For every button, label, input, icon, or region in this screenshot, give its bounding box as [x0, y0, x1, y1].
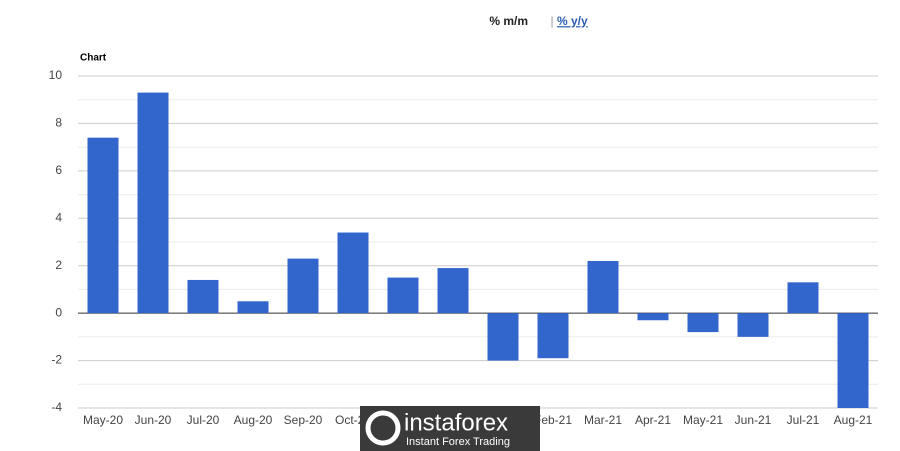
y-tick-label: -4: [51, 400, 62, 414]
x-tick-label: Aug-21: [834, 413, 873, 427]
bar: [237, 301, 269, 314]
x-tick-label: Jun-21: [735, 413, 772, 427]
x-tick-label: May-21: [683, 413, 723, 427]
bar: [187, 279, 219, 314]
y-tick-label: 8: [55, 116, 62, 130]
watermark: instaforex Instant Forex Trading: [360, 406, 540, 451]
bar: [837, 313, 869, 408]
yy-link[interactable]: % y/y: [557, 14, 588, 28]
separator: |: [550, 14, 553, 28]
x-tick-label: Mar-21: [584, 413, 622, 427]
bar: [437, 268, 469, 314]
bar: [487, 313, 519, 361]
bar: [737, 313, 769, 337]
x-tick-label: Sep-20: [284, 413, 323, 427]
bar: [287, 258, 319, 314]
bar: [587, 260, 619, 314]
x-tick-label: Jun-20: [135, 413, 172, 427]
x-tick-label: Aug-20: [234, 413, 273, 427]
watermark-tagline: Instant Forex Trading: [406, 436, 510, 448]
bar: [687, 313, 719, 333]
y-tick-label: 6: [55, 163, 62, 177]
bar: [537, 313, 569, 359]
y-tick-label: 2: [55, 258, 62, 272]
bar: [637, 313, 669, 321]
y-tick-label: 4: [55, 210, 62, 224]
x-tick-label: Feb-21: [534, 413, 572, 427]
chart-title: Chart: [80, 53, 107, 64]
x-tick-label: Jul-21: [787, 413, 820, 427]
bar: [337, 232, 369, 314]
bar: [787, 282, 819, 314]
active-tab: % m/m: [489, 14, 528, 28]
watermark-logo: [365, 410, 401, 446]
x-tick-label: Apr-21: [635, 413, 671, 427]
bar: [87, 137, 119, 314]
y-tick-label: -2: [51, 353, 62, 367]
bar: [137, 92, 169, 314]
bar: [387, 277, 419, 314]
watermark-brand: instaforex: [404, 409, 508, 436]
x-tick-label: Jul-20: [187, 413, 220, 427]
y-tick-label: 0: [55, 305, 62, 319]
x-tick-label: May-20: [83, 413, 123, 427]
y-tick-label: 10: [49, 68, 63, 82]
